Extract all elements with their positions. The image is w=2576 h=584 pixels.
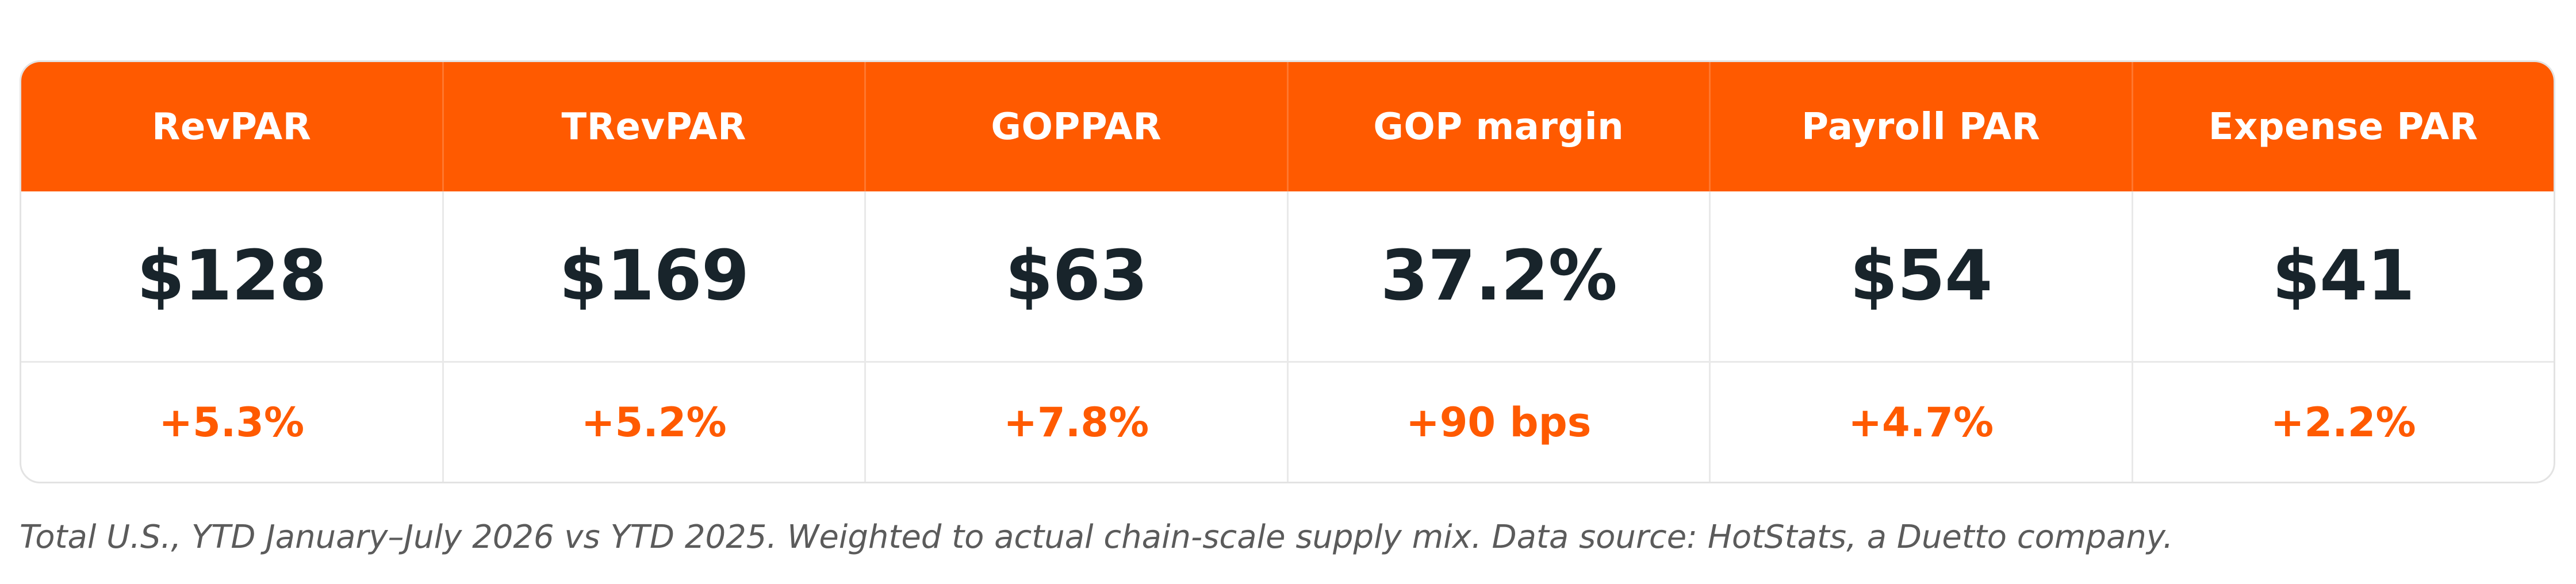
value-row: $128 $169 $63 37.2% $54 $41 [21,191,2554,363]
header-payroll-par: Payroll PAR [1709,62,2132,191]
value-expense-par: $41 [2131,191,2554,361]
value-revpar: $128 [136,236,327,316]
change-payroll-par: +4.7% [1709,363,2132,482]
value-trevpar: $169 [442,191,865,361]
header-expense-par: Expense PAR [2131,62,2554,191]
header-gop-margin: GOP margin [1286,62,1709,191]
change-row: +5.3% +5.2% +7.8% +90 bps +4.7% +2.2% [21,363,2554,482]
change-goppar: +7.8% [864,363,1287,482]
change-gop-margin: +90 bps [1286,363,1709,482]
footnote: Total U.S., YTD January–July 2026 vs YTD… [20,518,2174,556]
change-trevpar: +5.2% [442,363,865,482]
value-goppar: $63 [864,191,1287,361]
change-expense-par: +2.2% [2131,363,2554,482]
header-revpar: RevPAR [152,105,312,148]
header-goppar: GOPPAR [864,62,1287,191]
change-revpar: +5.3% [159,398,305,446]
value-payroll-par: $54 [1709,191,2132,361]
kpi-table: RevPAR TRevPAR GOPPAR GOP margin Payroll… [20,60,2555,483]
header-trevpar: TRevPAR [442,62,865,191]
header-row: RevPAR TRevPAR GOPPAR GOP margin Payroll… [21,62,2554,191]
value-gop-margin: 37.2% [1286,191,1709,361]
